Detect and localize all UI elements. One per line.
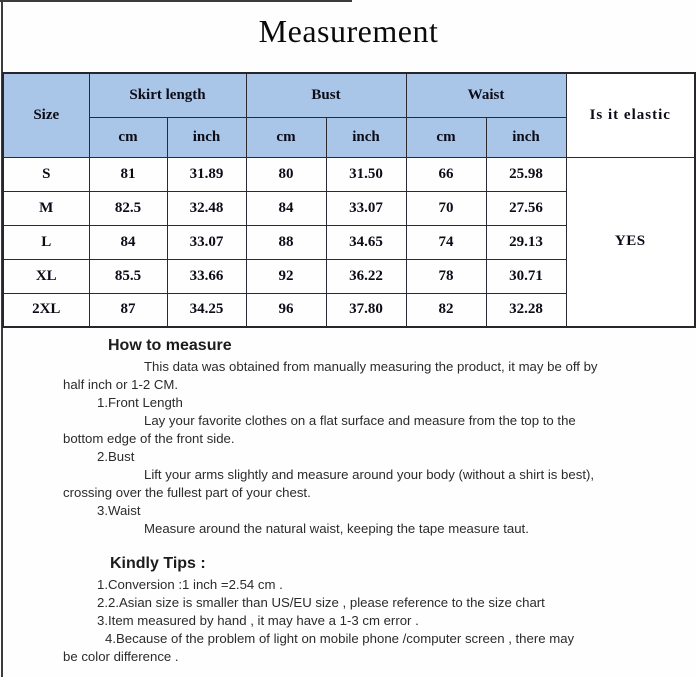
text-line: 2.2.Asian size is smaller than US/EU siz… [97,595,545,610]
table-row: S 81 31.89 80 31.50 66 25.98 YES [2,156,696,328]
measurement-value: 27.56 [485,190,567,226]
text-line: 1.Conversion :1 inch =2.54 cm . [97,577,283,592]
measurement-value: 80 [245,156,327,192]
measurement-value: 37.80 [325,292,407,328]
text-line: Lift your arms slightly and measure arou… [144,467,595,482]
page-title: Measurement [258,13,439,49]
measurement-value: 84 [245,190,327,226]
measurement-value: 88 [245,224,327,260]
size-label: 2XL [2,292,90,328]
measurement-value: 82 [405,292,487,328]
unit-header-waist-cm: cm [405,116,487,158]
measurement-value: 30.71 [485,258,567,294]
measurement-value: 34.65 [325,224,407,260]
measurement-value: 33.66 [166,258,247,294]
measurement-value: 32.28 [485,292,567,328]
measurement-value: 33.07 [325,190,407,226]
col-header-size: Size [2,72,90,158]
text-line: 3.Waist [97,503,141,518]
measurement-value: 31.89 [166,156,247,192]
col-header-skirt-length: Skirt length [88,72,247,118]
how-to-measure-lines: This data was obtained from manually mea… [0,358,697,538]
measurement-value: 32.48 [166,190,247,226]
elastic-value: YES [565,156,696,328]
text-line: half inch or 1-2 CM. [63,377,179,392]
measurement-value: 81 [88,156,168,192]
col-header-waist: Waist [405,72,567,118]
text-line: This data was obtained from manually mea… [144,359,598,374]
size-label: S [2,156,90,192]
kindly-tips-section: Kindly Tips : 1.Conversion :1 inch =2.54… [0,554,697,666]
measurement-value: 34.25 [166,292,247,328]
col-header-is-it-elastic: Is it elastic [565,72,696,158]
measurement-value: 70 [405,190,487,226]
unit-header-skirt-cm: cm [88,116,168,158]
measurement-value: 36.22 [325,258,407,294]
measurement-value: 85.5 [88,258,168,294]
col-header-bust: Bust [245,72,407,118]
unit-header-bust-cm: cm [245,116,327,158]
measurement-value: 96 [245,292,327,328]
unit-header-waist-inch: inch [485,116,567,158]
measurement-value: 74 [405,224,487,260]
text-line: 1.Front Length [97,395,183,410]
size-chart-table: Size Skirt length Bust Waist Is it elast… [2,72,696,328]
text-line: be color difference . [63,649,179,664]
size-label: M [2,190,90,226]
measurement-value: 29.13 [485,224,567,260]
text-line: bottom edge of the front side. [63,431,235,446]
unit-header-skirt-inch: inch [166,116,247,158]
how-to-measure-heading: How to measure [108,337,232,354]
header-row-groups: Size Skirt length Bust Waist Is it elast… [2,72,696,158]
table-row: L 84 33.07 88 34.65 74 29.13 [2,224,695,260]
text-line: Measure around the natural waist, keepin… [144,521,529,536]
how-to-measure-section: How to measure This data was obtained fr… [0,336,697,538]
size-label: L [2,224,90,260]
kindly-tips-heading: Kindly Tips : [110,555,206,572]
text-line: Lay your favorite clothes on a flat surf… [144,413,576,428]
page-top-border [0,0,352,2]
text-line: 2.Bust [97,449,135,464]
header-row-units: cm inch cm inch cm inch [3,116,695,158]
measurement-value: 84 [88,224,168,260]
table-row: M 82.5 32.48 84 33.07 70 27.56 [2,190,695,226]
measurement-value: 87 [88,292,168,328]
text-line: 3.Item measured by hand , it may have a … [97,613,419,628]
measurement-value: 31.50 [325,156,407,192]
text-line: crossing over the fullest part of your c… [63,485,311,500]
measurement-value: 92 [245,258,327,294]
measurement-value: 25.98 [485,156,567,192]
page-left-border [1,0,3,677]
size-label: XL [2,258,90,294]
unit-header-bust-inch: inch [325,116,407,158]
kindly-tips-lines: 1.Conversion :1 inch =2.54 cm . 2.2.Asian… [0,576,697,666]
measurement-value: 78 [405,258,487,294]
text-line: 4.Because of the problem of light on mob… [105,631,575,646]
table-row: 2XL 87 34.25 96 37.80 82 32.28 [2,292,695,328]
measurement-value: 82.5 [88,190,168,226]
measurement-value: 33.07 [166,224,247,260]
measurement-value: 66 [405,156,487,192]
